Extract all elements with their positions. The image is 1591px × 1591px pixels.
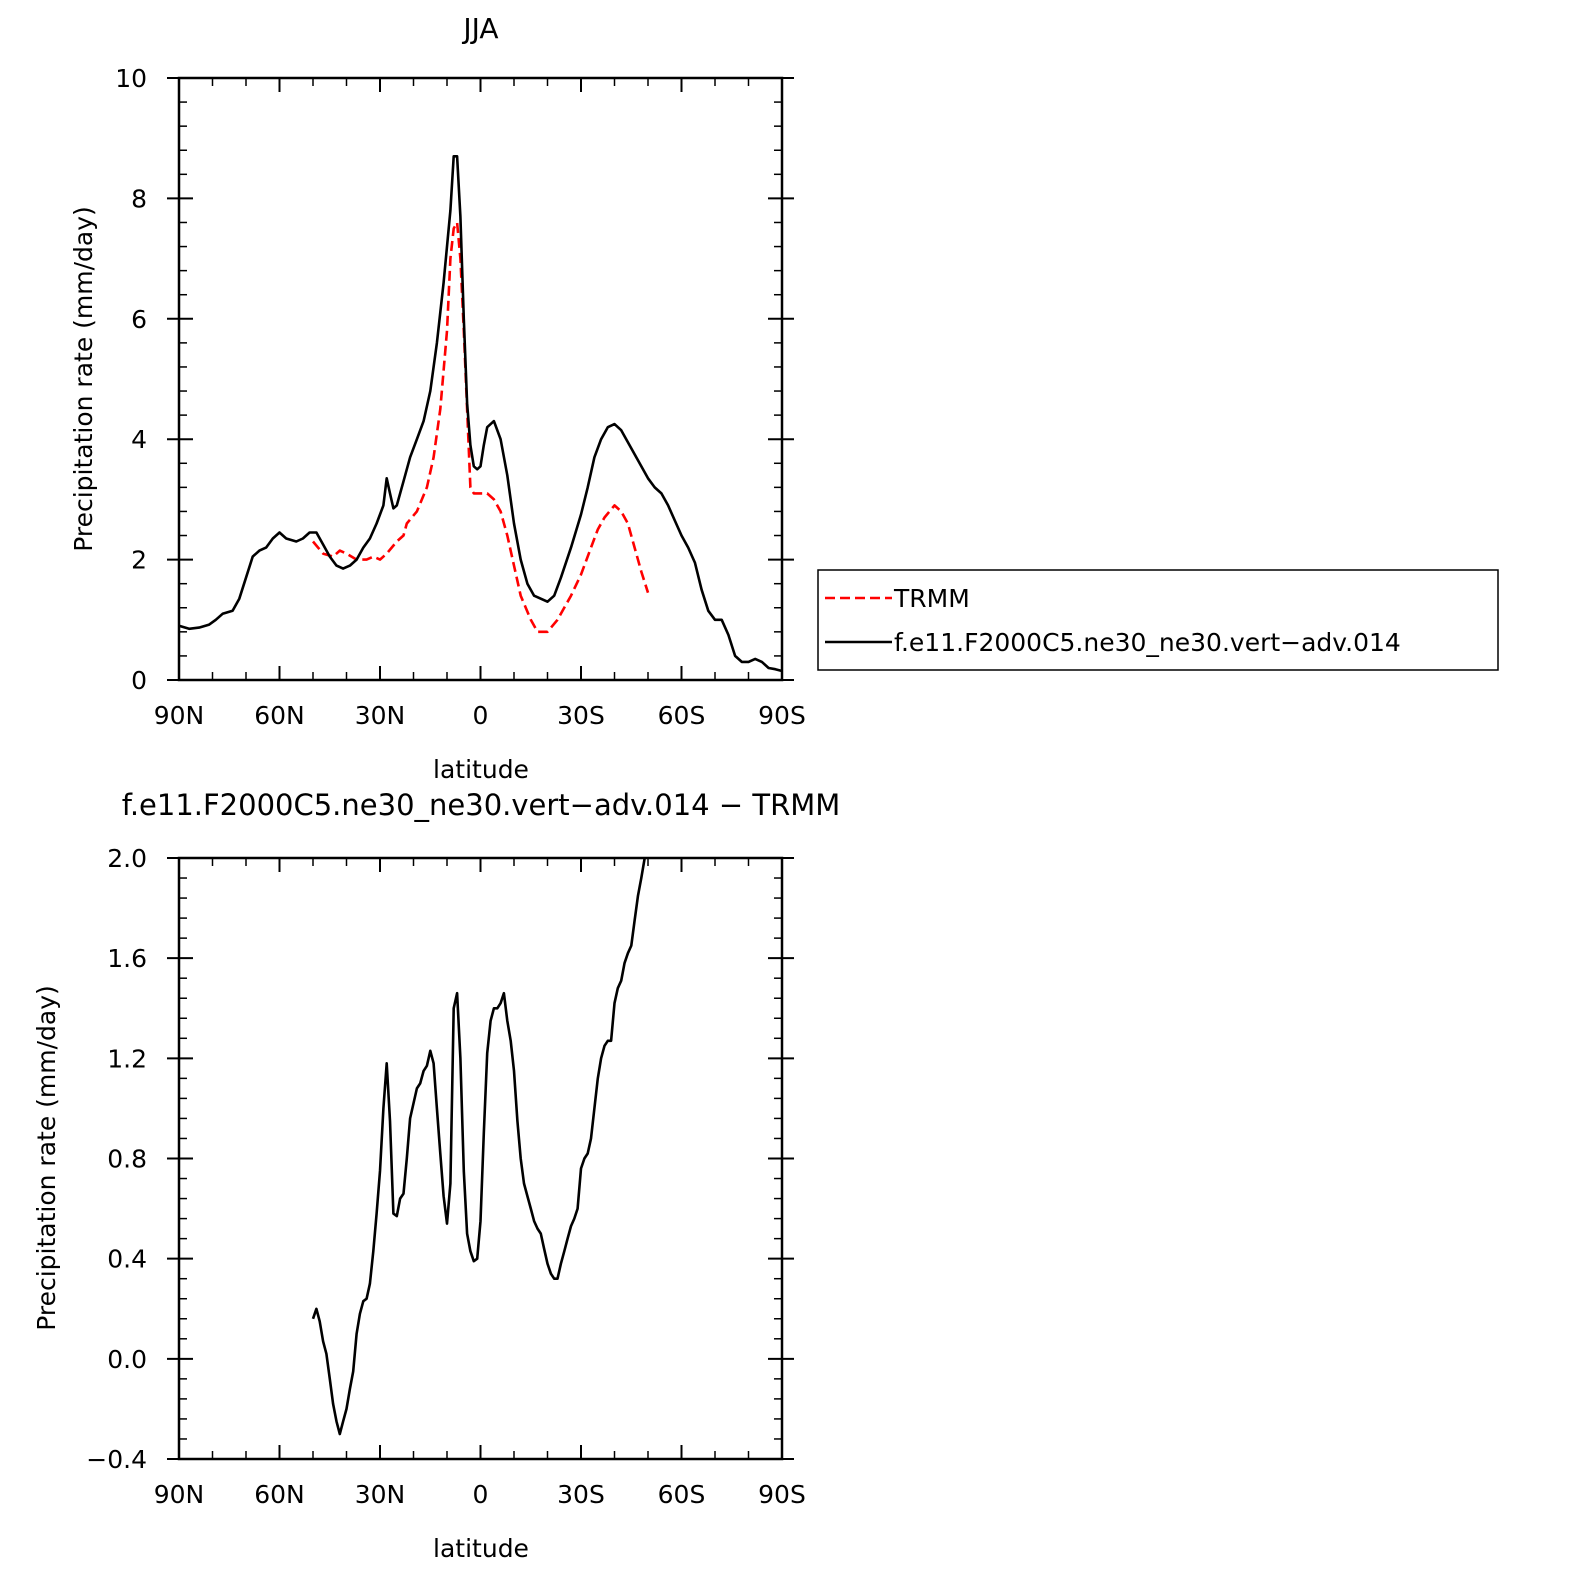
chart-title-difference: f.e11.F2000C5.ne30_ne30.vert−adv.014 − T… (122, 788, 841, 822)
y-tick-label: 0.8 (107, 1145, 147, 1174)
x-tick-label: 30N (355, 701, 406, 730)
x-axis-label-top: latitude (433, 755, 529, 784)
x-tick-label: 30S (557, 701, 605, 730)
chart-title-jja: JJA (461, 12, 498, 45)
y-tick-label: 2 (131, 546, 147, 575)
y-tick-label: 1.2 (107, 1044, 147, 1073)
series-line-top-1 (178, 155, 783, 673)
y-tick-label: 0.4 (107, 1245, 147, 1274)
y-axis-label-bottom: Precipitation rate (mm/day) (32, 985, 61, 1331)
x-tick-label: 90N (154, 1480, 205, 1509)
x-axis-label-bottom: latitude (433, 1534, 529, 1563)
y-tick-label: 0 (131, 666, 147, 695)
axes-top: 90N 60N 30N 0 30S 60S 90S 0 2 4 6 8 10 (115, 64, 806, 730)
chart-panel-difference: f.e11.F2000C5.ne30_ne30.vert−adv.014 − T… (32, 788, 840, 1563)
x-tick-label: 30N (355, 1480, 406, 1509)
x-tick-label: 90S (758, 701, 806, 730)
y-tick-label: 4 (131, 425, 147, 454)
series-line-bottom-0 (311, 857, 646, 1436)
x-tick-label: 90N (154, 701, 205, 730)
legend-label-trmm: TRMM (893, 584, 970, 613)
series-line-top-0 (312, 221, 650, 634)
y-tick-label: 0.0 (107, 1345, 147, 1374)
series-layer-top (178, 155, 783, 673)
y-tick-label: 10 (115, 64, 147, 93)
y-tick-label: −0.4 (86, 1445, 147, 1474)
x-tick-label: 90S (758, 1480, 806, 1509)
x-tick-label: 60S (658, 701, 706, 730)
axes-bottom: 90N 60N 30N 0 30S 60S 90S −0.4 0.0 0.4 0.8 1.2 1.6 2.… (86, 844, 806, 1509)
series-layer-bottom (311, 857, 646, 1436)
x-tick-label: 60N (254, 1480, 305, 1509)
x-tick-label: 60S (658, 1480, 706, 1509)
x-tick-label: 0 (473, 1480, 489, 1509)
legend: TRMM f.e11.F2000C5.ne30_ne30.vert−adv.01… (817, 569, 1499, 671)
y-tick-label: 6 (131, 305, 147, 334)
y-tick-label: 8 (131, 184, 147, 213)
legend-box (817, 569, 1499, 671)
x-tick-label: 0 (473, 701, 489, 730)
y-axis-label-top: Precipitation rate (mm/day) (69, 206, 98, 552)
y-tick-label: 2.0 (107, 844, 147, 873)
x-tick-label: 30S (557, 1480, 605, 1509)
x-tick-label: 60N (254, 701, 305, 730)
legend-label-model: f.e11.F2000C5.ne30_ne30.vert−adv.014 (894, 628, 1401, 657)
y-tick-label: 1.6 (107, 944, 147, 973)
